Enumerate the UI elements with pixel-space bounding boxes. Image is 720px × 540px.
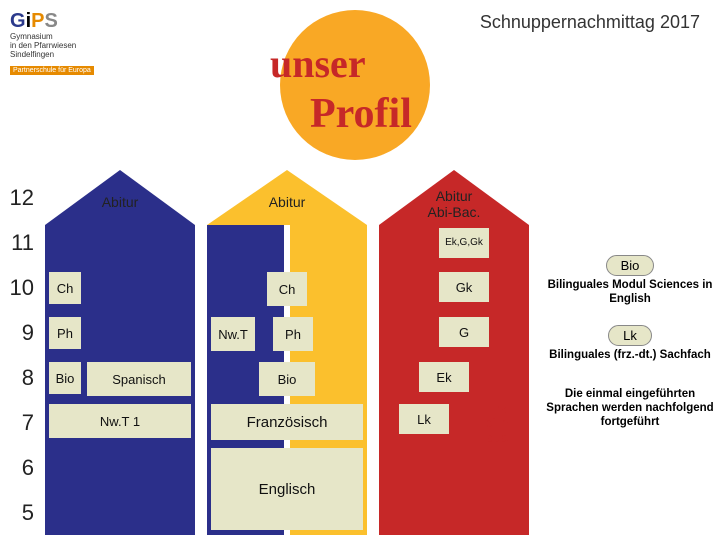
grade-5: 5	[4, 490, 34, 535]
badge-lk: Lk	[608, 325, 652, 346]
col3-gk: Gk	[439, 272, 489, 302]
col1-nwt1: Nw.T 1	[49, 404, 191, 438]
col3-ekgg: Ek,G,Gk	[439, 228, 489, 258]
logo-bar: Partnerschule für Europa	[10, 66, 94, 75]
col2-nwt: Nw.T	[211, 317, 255, 351]
col3-g: G	[439, 317, 489, 347]
column-1: Abitur Ch Ph Bio Spanisch Nw.T 1	[45, 170, 195, 230]
col1-spanisch: Spanisch	[87, 362, 191, 396]
col2-englisch: Englisch	[211, 448, 363, 530]
col2-ch: Ch	[267, 272, 307, 306]
col1-bio: Bio	[49, 362, 81, 394]
abitur-2: Abitur	[207, 194, 367, 210]
title-profil: Profil	[310, 90, 412, 138]
side-notes: Bio Bilinguales Modul Sciences in Englis…	[545, 255, 715, 444]
header-text: Schnuppernachmittag 2017	[480, 12, 700, 33]
column-2: Abitur Englisch Französisch Bio Nw.T Ph …	[207, 170, 367, 230]
abitur-3a: Abitur	[379, 188, 529, 204]
col3-ek: Ek	[419, 362, 469, 392]
grade-6: 6	[4, 445, 34, 490]
note-3: Die einmal eingeführten Sprachen werden …	[545, 388, 715, 429]
grade-10: 10	[4, 265, 34, 310]
col3-lk: Lk	[399, 404, 449, 434]
logo-sub3: Sindelfingen	[10, 51, 150, 60]
profile-columns: Abitur Ch Ph Bio Spanisch Nw.T 1 Abitur …	[45, 170, 529, 230]
column-3: Abitur Abi-Bac. Ek,G,Gk Gk G Ek Lk Frz.b…	[379, 170, 529, 230]
col2-ph: Ph	[273, 317, 313, 351]
grade-9: 9	[4, 310, 34, 355]
logo-letter: S	[44, 10, 57, 32]
logo-letter: P	[31, 10, 44, 32]
col2-bio: Bio	[259, 362, 315, 396]
grade-scale: 12 11 10 9 8 7 6 5	[4, 175, 34, 535]
col1-ph: Ph	[49, 317, 81, 349]
logo-letter: G	[10, 10, 26, 32]
grade-11: 11	[4, 220, 34, 265]
abitur-1: Abitur	[45, 194, 195, 210]
grade-8: 8	[4, 355, 34, 400]
badge-bio: Bio	[606, 255, 655, 276]
school-logo: GiPS Gymnasium in den Pfarrwiesen Sindel…	[10, 10, 150, 70]
note-2: Bilinguales (frz.-dt.) Sachfach	[545, 349, 715, 363]
grade-7: 7	[4, 400, 34, 445]
grade-12: 12	[4, 175, 34, 220]
title-unser: unser	[270, 40, 366, 87]
col2-franz: Französisch	[211, 404, 363, 440]
col3-frz: Frz.bilin-gual	[474, 402, 524, 445]
abitur-3b: Abi-Bac.	[379, 204, 529, 220]
note-1: Bilinguales Modul Sciences in English	[545, 279, 715, 307]
col1-ch: Ch	[49, 272, 81, 304]
